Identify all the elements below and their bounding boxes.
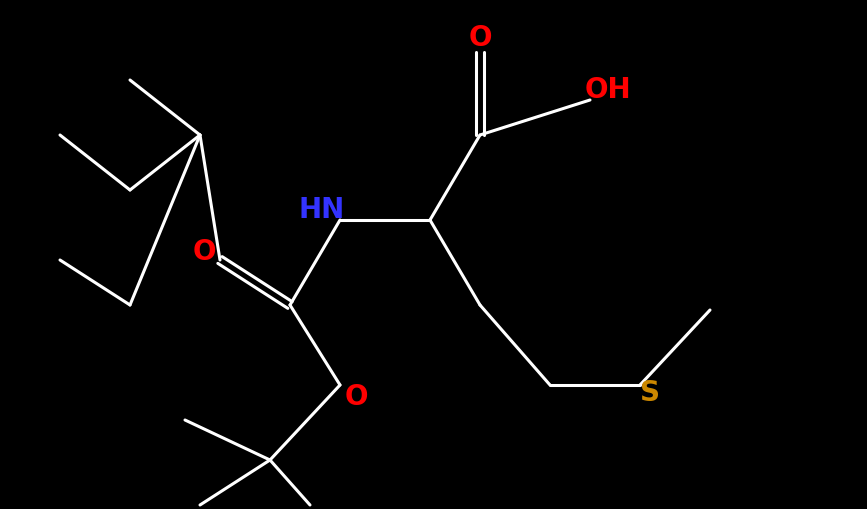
Text: O: O <box>344 383 368 411</box>
Text: S: S <box>640 379 660 407</box>
Text: O: O <box>192 238 216 266</box>
Text: O: O <box>468 24 492 52</box>
Text: HN: HN <box>299 196 345 224</box>
Text: OH: OH <box>584 76 631 104</box>
